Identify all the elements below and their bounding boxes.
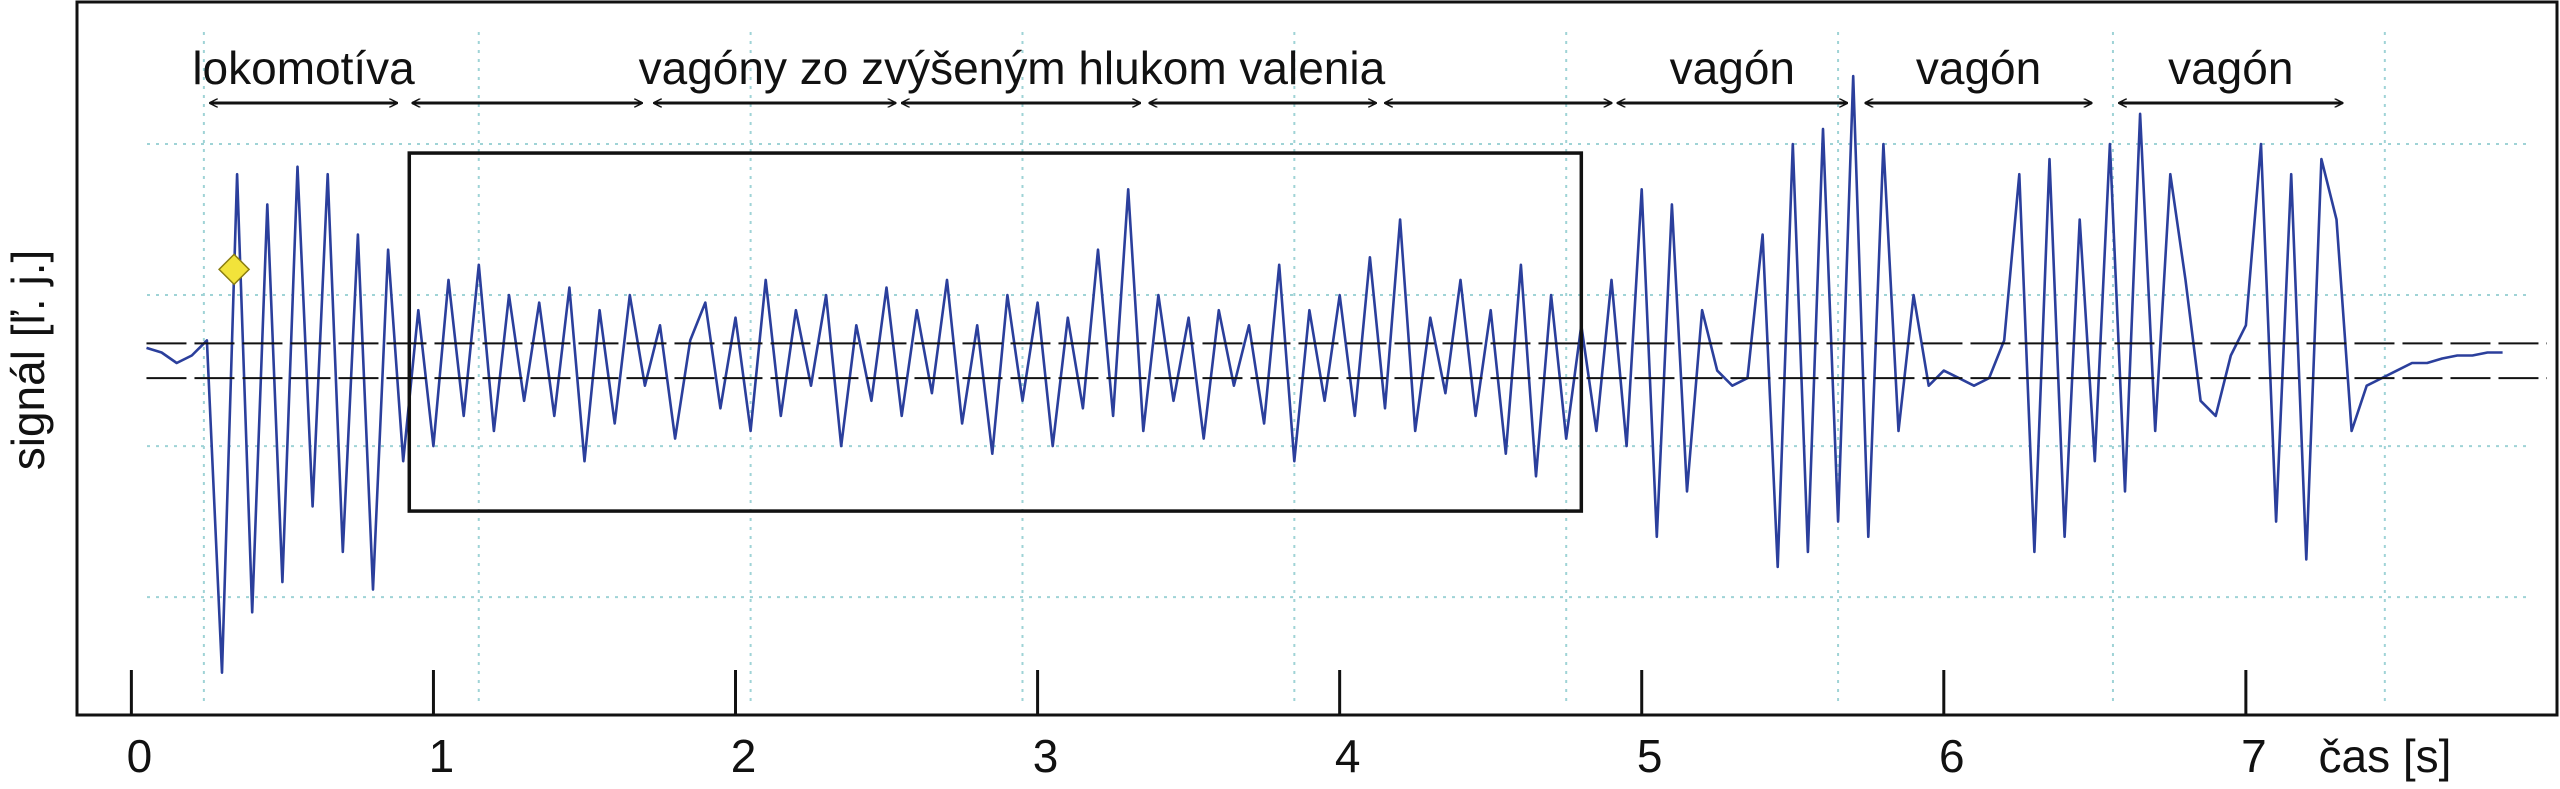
x-tick-label: 4 <box>1335 730 1361 782</box>
x-tick-label: 0 <box>127 730 153 782</box>
annotation-label: vagón <box>1916 42 2041 94</box>
x-tick-label: 3 <box>1033 730 1059 782</box>
x-tick-label: 1 <box>429 730 455 782</box>
x-tick-label: 7 <box>2241 730 2267 782</box>
signal-line <box>146 74 2503 674</box>
x-tick-label: 6 <box>1939 730 1965 782</box>
annotation-label: lokomotíva <box>192 42 415 94</box>
x-tick-label: 5 <box>1637 730 1663 782</box>
x-tick-label: 2 <box>731 730 757 782</box>
annotation-label: vagóny zo zvýšeným hlukom valenia <box>639 42 1386 94</box>
marker <box>218 253 251 286</box>
annotation-label: vagón <box>1670 42 1795 94</box>
y-axis-label: signál [ľ. j.] <box>2 250 54 471</box>
annotation-label: vagón <box>2168 42 2293 94</box>
x-axis-label: čas [s] <box>2319 730 2452 782</box>
highlight-box <box>407 151 1584 513</box>
